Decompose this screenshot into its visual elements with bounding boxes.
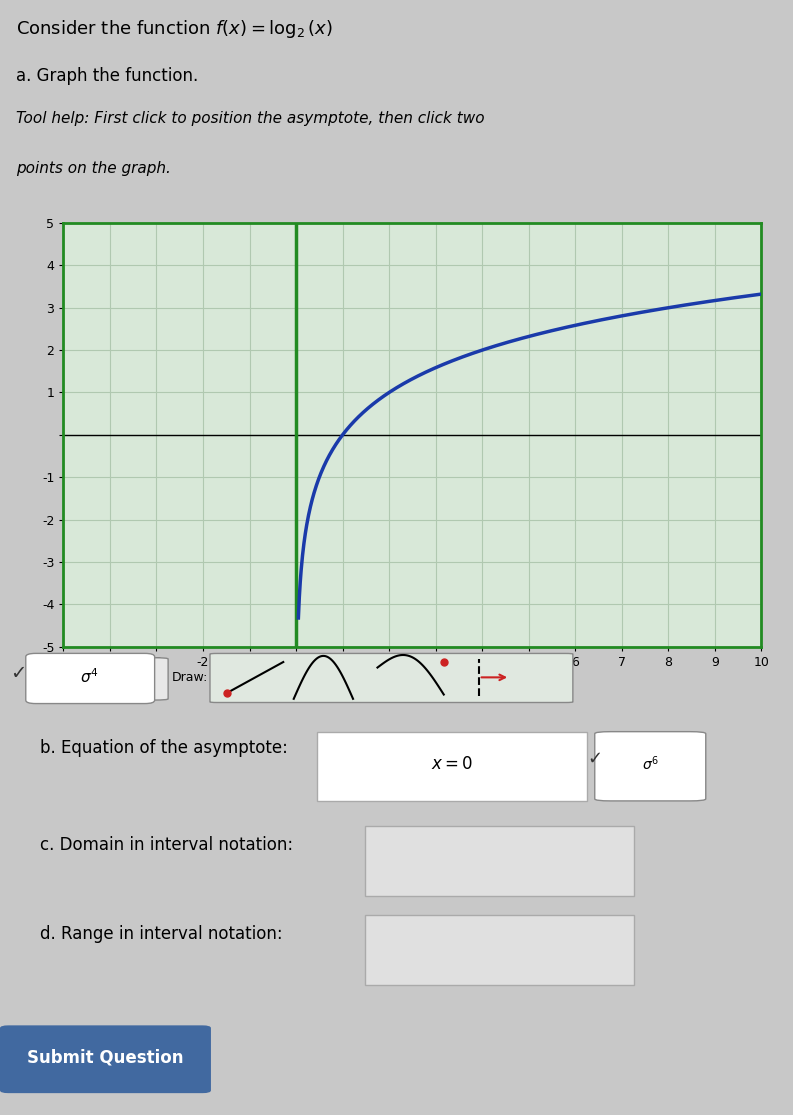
Text: Submit Question: Submit Question	[27, 1048, 184, 1066]
Text: b. Equation of the asymptote:: b. Equation of the asymptote:	[40, 738, 288, 757]
FancyBboxPatch shape	[25, 653, 155, 704]
Text: a. Graph the function.: a. Graph the function.	[16, 67, 198, 85]
Text: Tool help: First click to position the asymptote, then click two: Tool help: First click to position the a…	[16, 112, 485, 126]
Text: Draw:: Draw:	[171, 671, 208, 683]
FancyBboxPatch shape	[56, 658, 168, 700]
FancyBboxPatch shape	[210, 653, 573, 702]
Text: points on the graph.: points on the graph.	[16, 161, 170, 175]
FancyBboxPatch shape	[317, 731, 587, 801]
Text: ✓: ✓	[587, 749, 602, 768]
Text: $\sigma^4$: $\sigma^4$	[80, 668, 98, 686]
Text: $\sigma^6$: $\sigma^6$	[642, 755, 659, 773]
FancyBboxPatch shape	[365, 914, 634, 986]
FancyBboxPatch shape	[595, 731, 706, 801]
Text: d. Range in interval notation:: d. Range in interval notation:	[40, 925, 282, 943]
FancyBboxPatch shape	[0, 1026, 211, 1093]
Text: $x = 0$: $x = 0$	[431, 755, 473, 773]
Text: ✓: ✓	[10, 663, 26, 683]
FancyBboxPatch shape	[365, 825, 634, 896]
Text: c. Domain in interval notation:: c. Domain in interval notation:	[40, 836, 293, 854]
Text: Clear All: Clear All	[86, 671, 139, 683]
Text: Consider the function $f(x) = \log_2(x)$: Consider the function $f(x) = \log_2(x)$	[16, 18, 333, 40]
